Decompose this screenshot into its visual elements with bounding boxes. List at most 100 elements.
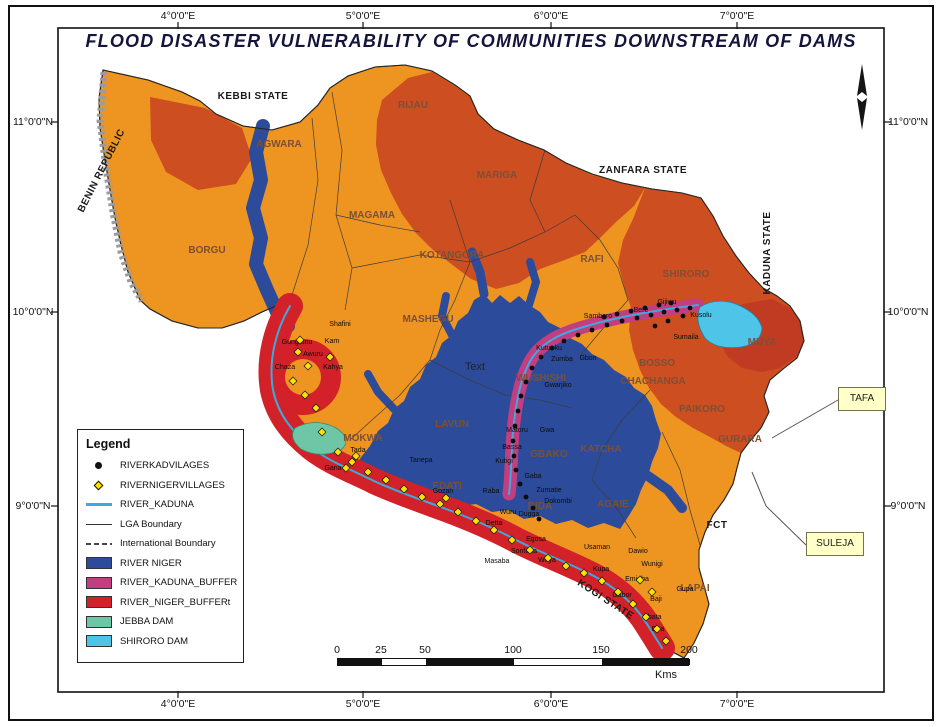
legend-item: RIVERNIGERVILLAGES (86, 476, 235, 496)
village-markers-layer (288, 300, 693, 646)
niger-village-marker (507, 535, 517, 545)
kaduna-village-marker (523, 379, 529, 385)
legend-item: JEBBA DAM (86, 612, 235, 632)
state-label: ZANFARA STATE (599, 165, 687, 176)
kaduna-village-marker (536, 516, 542, 522)
village-label: Wuru (500, 509, 517, 516)
niger-village-marker (417, 492, 427, 502)
map-title: FLOOD DISASTER VULNERABILITY OF COMMUNIT… (85, 31, 857, 51)
legend-item: LGA Boundary (86, 515, 235, 535)
niger-village-marker (295, 335, 305, 345)
scale-segment (382, 659, 426, 665)
village-label: Bere (634, 307, 649, 314)
village-label: Kam (325, 338, 340, 345)
kaduna-village-marker (589, 327, 595, 333)
state-label: KEBBI STATE (218, 91, 289, 102)
kaduna-village-marker (656, 302, 662, 308)
legend-marker-diamond (93, 480, 104, 491)
lga-label: KATCHA (580, 444, 621, 455)
lga-label: LAVUN (435, 419, 469, 430)
legend-marker-line_blue (86, 503, 112, 507)
niger-village-marker (613, 587, 623, 597)
kaduna-village-marker (575, 332, 581, 338)
village-label: Gwa (540, 427, 555, 434)
scale-number: 150 (592, 644, 610, 656)
village-label: Raba (483, 488, 500, 495)
village-label: Zumatie (536, 487, 561, 494)
kaduna-village-marker (614, 311, 620, 317)
kaduna-village-marker (515, 408, 521, 414)
scale-unit: Kms (655, 669, 677, 681)
niger-village-marker (381, 475, 391, 485)
kaduna-village-marker (510, 438, 516, 444)
kaduna-village-marker (561, 338, 567, 344)
kaduna-village-marker (513, 467, 519, 473)
leader-lines (751, 399, 839, 546)
legend-label: SHIRORO DAM (120, 635, 189, 647)
village-label: Masaba (485, 558, 510, 565)
river-niger-line (270, 305, 663, 649)
niger-village-marker (435, 499, 445, 509)
scale-segment (426, 659, 514, 665)
village-label: Egosa (526, 536, 546, 543)
village-label: Gana (324, 465, 341, 472)
niger-village-marker (489, 525, 499, 535)
village-label: Gbon (579, 355, 596, 362)
dark-region-north (376, 72, 645, 289)
international-boundary (96, 71, 146, 303)
niger-village-marker (399, 484, 409, 494)
village-label: Tanepa (410, 457, 433, 464)
kaduna-village-marker (687, 305, 693, 311)
callout-suleja: SULEJA (806, 532, 864, 556)
niger-village-marker (641, 612, 651, 622)
lga-label: MARIGA (477, 170, 518, 181)
village-label: Usaman (584, 544, 610, 551)
legend-marker-swatch (86, 557, 112, 570)
legend-marker-swatch (86, 615, 112, 628)
village-label: Kutigi (495, 458, 513, 465)
legend-item: RIVER_KADUNA_BUFFER (86, 573, 237, 593)
kaduna-village-marker (518, 393, 524, 399)
niger-village-marker (579, 568, 589, 578)
legend-item: SHIRORO DAM (86, 632, 235, 652)
lga-label: LAPAI (680, 583, 709, 594)
village-label: Gbata (642, 614, 661, 621)
village-label: Shafini (329, 321, 351, 328)
dark-region-northwest (150, 97, 252, 190)
jebba-dam (292, 422, 347, 455)
shiroro-dam (697, 300, 763, 348)
kaduna-village-marker (668, 300, 674, 306)
legend-title: Legend (86, 437, 131, 451)
legend-label: RIVERKADVILAGES (120, 460, 210, 472)
kainji-lake (246, 119, 295, 333)
river-finger (467, 247, 489, 299)
lga-label: CHACHANGA (620, 376, 686, 387)
village-label: Dugga (519, 511, 540, 518)
village-label: Gwarjiko (544, 382, 571, 389)
kaduna-village-marker (642, 305, 648, 311)
village-label: Dokombi (544, 498, 572, 505)
kaduna-village-marker (619, 318, 625, 324)
river-finger (643, 471, 687, 513)
lga-boundaries (291, 91, 701, 546)
niger-village-marker (561, 561, 571, 571)
village-label: Matoru (506, 427, 528, 434)
lga-label: BIDA (528, 501, 552, 512)
scale-number: 200 (680, 644, 698, 656)
legend-item: RIVER NIGER (86, 554, 235, 574)
text-annotation: Text (465, 361, 485, 373)
lga-label: WUSHISHI (516, 373, 566, 384)
village-label: Gupa (676, 586, 693, 593)
callout-tafa: TAFA (838, 387, 886, 411)
village-label: Gungtunu (282, 339, 313, 346)
kaduna-village-marker (648, 312, 654, 318)
niger-village-marker (661, 636, 671, 646)
legend-label: LGA Boundary (120, 518, 182, 530)
legend-label: RIVER NIGER (120, 557, 182, 569)
lga-label: PAIKORO (679, 404, 725, 415)
scale-number: 25 (375, 644, 387, 656)
niger-buffer-curl (265, 339, 341, 415)
legend-items: RIVERKADVILAGES RIVERNIGERVILLAGES RIVER_K… (86, 456, 237, 652)
village-label: Detta (486, 520, 503, 527)
